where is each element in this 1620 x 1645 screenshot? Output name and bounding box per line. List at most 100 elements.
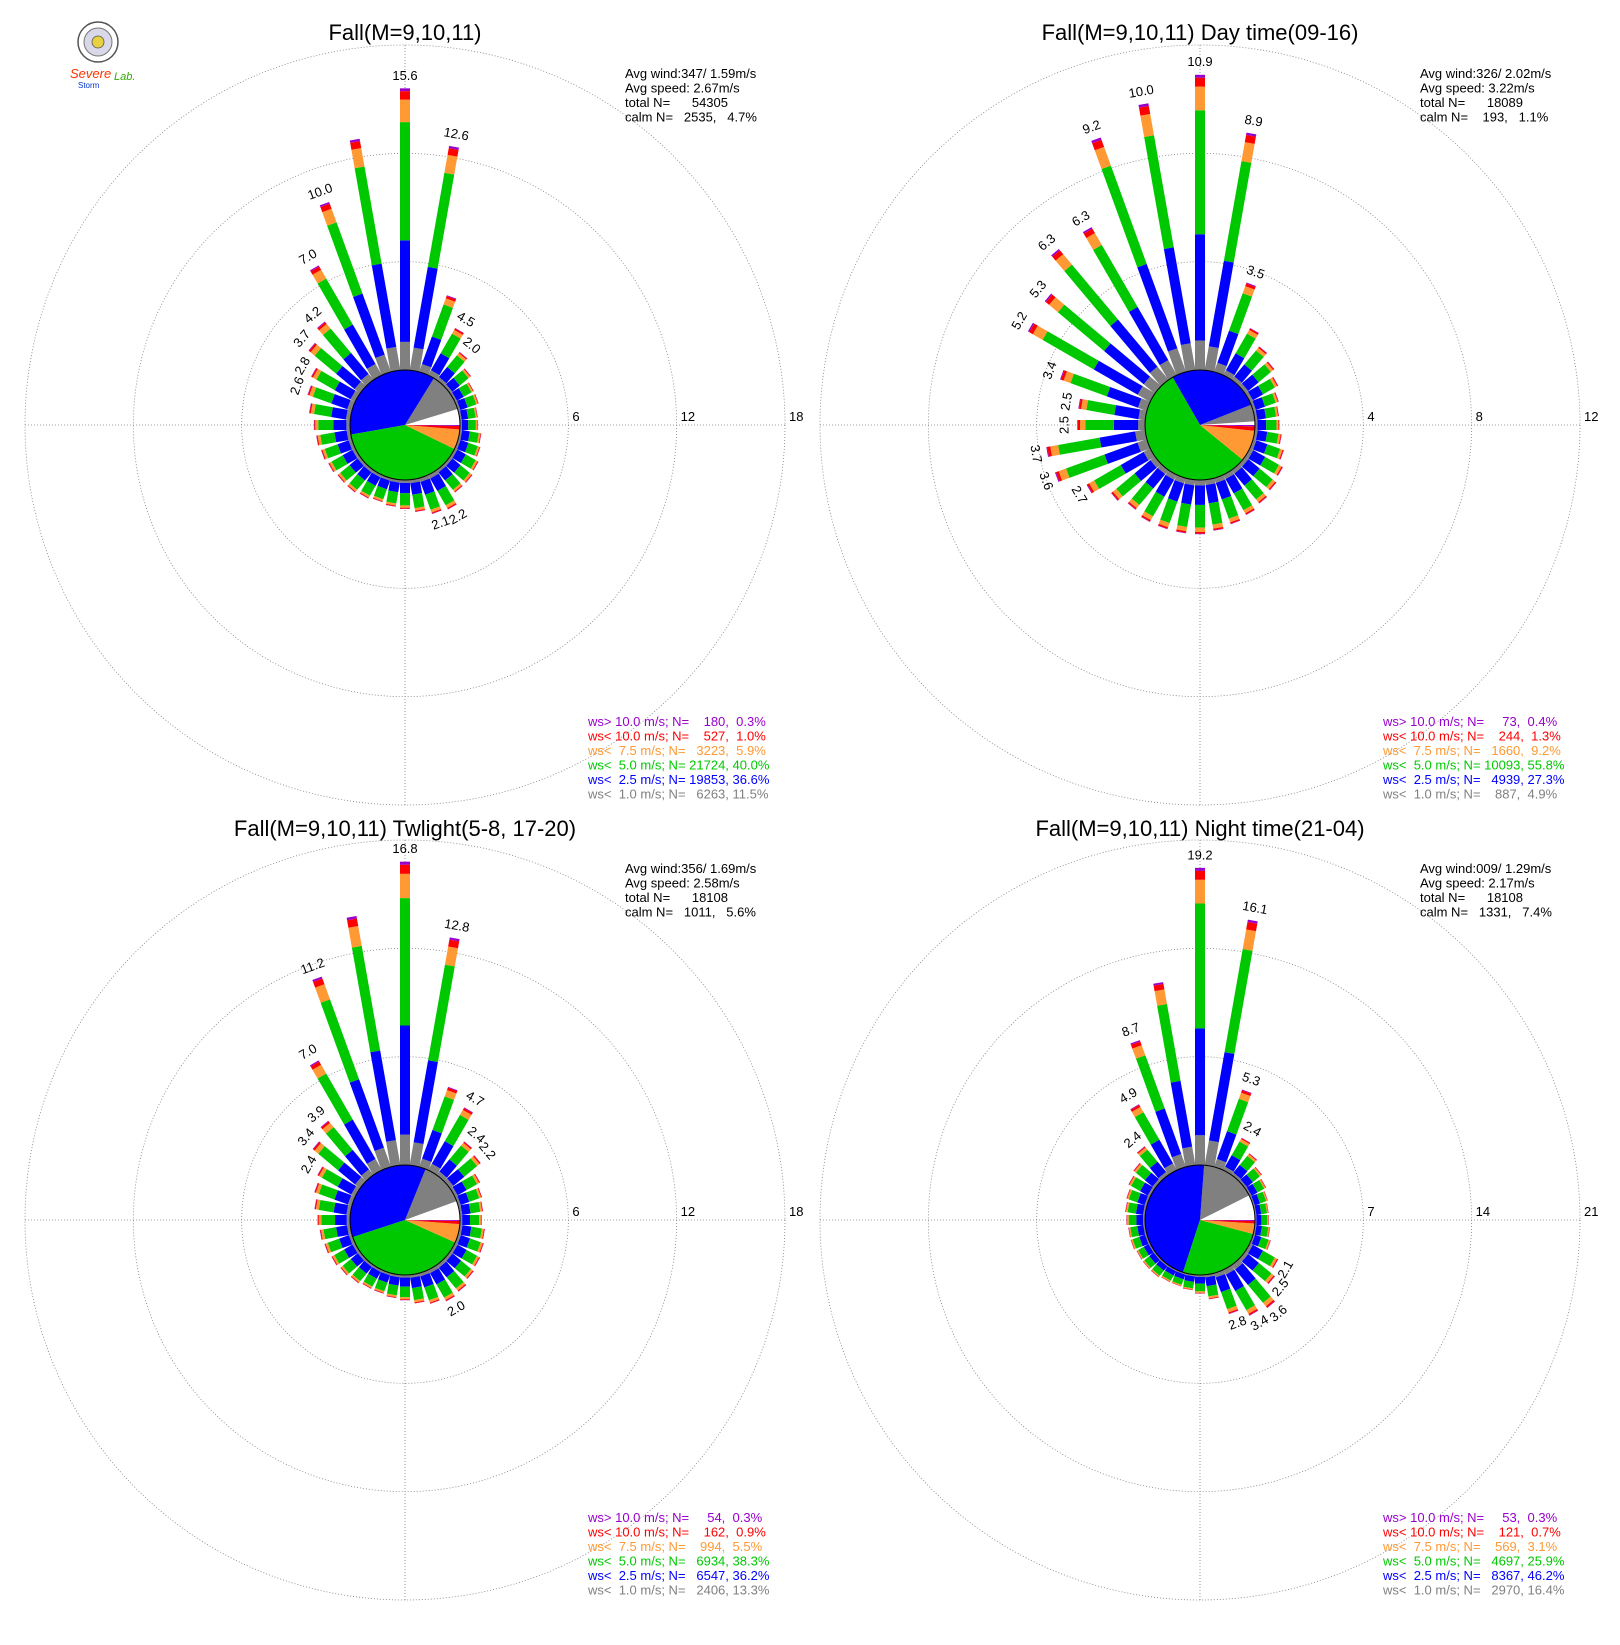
wind-bar-segment: [319, 1200, 336, 1212]
wind-bar-segment: [1157, 1004, 1180, 1083]
wind-bar-segment: [470, 1215, 479, 1225]
legend-entry: ws< 7.5 m/s; N= 3223, 5.9%: [587, 743, 766, 758]
ring-label: 12: [681, 409, 695, 424]
wind-bar-segment: [468, 420, 476, 430]
wind-bar-segment: [1127, 1215, 1128, 1225]
wind-bar-segment: [1195, 1291, 1205, 1292]
wind-bar-segment: [400, 342, 410, 370]
wind-bar-segment: [400, 898, 410, 1025]
wind-bar-segment: [1195, 868, 1205, 871]
direction-total-label: 16.1: [1241, 898, 1269, 917]
wind-bar-segment: [1195, 904, 1205, 1029]
legend-entry: ws< 10.0 m/s; N= 527, 1.0%: [587, 729, 766, 744]
wind-bar-segment: [1195, 532, 1205, 534]
wind-bar-segment: [1207, 1285, 1219, 1297]
wind-bar-segment: [1221, 1289, 1237, 1310]
stats-line: Avg speed: 2.67m/s: [625, 81, 740, 96]
legend-entry: ws< 1.0 m/s; N= 2970, 16.4%: [1382, 1583, 1565, 1598]
wind-bar-segment: [334, 430, 348, 442]
wind-bar-segment: [1136, 1215, 1143, 1225]
wind-bar-segment: [445, 1115, 469, 1146]
wind-bar-segment: [1256, 430, 1267, 442]
wind-bar-segment: [444, 155, 457, 175]
legend-entry: ws< 5.0 m/s; N= 4697, 25.9%: [1382, 1554, 1565, 1569]
wind-bar-segment: [1241, 142, 1254, 163]
direction-total-label: 2.0: [444, 1297, 467, 1319]
stats-line: total N= 54305: [625, 95, 728, 110]
wind-bar-segment: [1195, 1277, 1205, 1284]
wind-bar-segment: [318, 420, 333, 430]
direction-total-label: 3.7: [290, 327, 313, 350]
legend-entry: ws> 10.0 m/s; N= 54, 0.3%: [587, 1510, 763, 1525]
stats-line: total N= 18108: [1420, 890, 1523, 905]
direction-total-label: 5.3: [1240, 1069, 1262, 1089]
wind-bar-segment: [1136, 1055, 1165, 1112]
legend-entry: ws< 2.5 m/s; N= 4939, 27.3%: [1382, 772, 1565, 787]
wind-bar-segment: [400, 1299, 410, 1300]
direction-total-label: 3.7: [1027, 444, 1045, 464]
direction-total-label: 3.4: [1039, 359, 1059, 381]
wind-bar-segment: [400, 1135, 410, 1165]
direction-total-label: 3.4: [294, 1125, 317, 1148]
direction-total-label: 3.9: [304, 1102, 327, 1125]
wind-bar-segment: [355, 167, 382, 266]
chart-title: Fall(M=9,10,11): [328, 20, 481, 45]
stats-line: Avg wind:356/ 1.69m/s: [625, 861, 757, 876]
wind-bar-segment: [469, 1202, 480, 1214]
wind-bar-segment: [468, 431, 479, 442]
wind-bar-segment: [1266, 420, 1276, 430]
wind-bar-segment: [1229, 293, 1252, 334]
legend-entry: ws> 10.0 m/s; N= 53, 0.3%: [1382, 1510, 1558, 1525]
chart-title: Fall(M=9,10,11) Twlight(5-8, 17-20): [234, 816, 576, 841]
wind-bar-segment: [1224, 161, 1251, 262]
wind-bar-segment: [1206, 483, 1219, 503]
wind-bar-segment: [1085, 420, 1113, 430]
wind-bar-segment: [425, 491, 440, 509]
wind-bar-segment: [1195, 528, 1205, 532]
direction-total-label: 6.3: [1035, 231, 1058, 254]
ring-label: 21: [1584, 1204, 1598, 1219]
direction-total-label: 4.9: [1116, 1084, 1139, 1106]
wind-bar-segment: [336, 1225, 349, 1237]
stats-line: calm N= 1011, 5.6%: [625, 905, 756, 920]
direction-total-label: 5.3: [1026, 277, 1049, 300]
ring-label: 12: [1584, 409, 1598, 424]
wind-bar-segment: [1205, 1276, 1216, 1287]
wind-bar-segment: [1195, 110, 1205, 234]
legend-entry: ws< 1.0 m/s; N= 6263, 11.5%: [587, 787, 769, 802]
wind-bar-segment: [1144, 135, 1174, 249]
wind-bar-segment: [1101, 166, 1146, 268]
legend-entry: ws< 1.0 m/s; N= 2406, 13.3%: [587, 1583, 770, 1598]
logo-text-lab: Lab.: [114, 71, 135, 83]
ring-label: 8: [1476, 409, 1483, 424]
wind-bar-segment: [315, 420, 318, 430]
stats-line: Avg speed: 2.17m/s: [1420, 876, 1535, 891]
wind-bar-segment: [1195, 534, 1205, 535]
direction-total-label: 11.2: [299, 955, 327, 977]
wind-bar-segment: [461, 1204, 471, 1215]
wind-bar-segment: [1209, 502, 1223, 525]
wind-bar-segment: [479, 1215, 481, 1225]
wind-bar-segment: [1267, 1215, 1268, 1225]
wind-bar-segment: [1140, 114, 1154, 137]
wind-bar-segment: [462, 420, 469, 430]
wind-bar-segment: [1195, 87, 1205, 111]
wind-bar-segment: [1077, 420, 1078, 430]
wind-bar-segment: [1257, 420, 1266, 430]
wind-bar-segment: [1177, 503, 1191, 527]
legend-entry: ws< 2.5 m/s; N= 6547, 36.2%: [587, 1568, 770, 1583]
wind-bar-segment: [400, 1278, 410, 1287]
stats-line: Avg wind:326/ 2.02m/s: [1420, 66, 1552, 81]
legend-entry: ws< 2.5 m/s; N= 8367, 46.2%: [1382, 1568, 1565, 1583]
wind-bar-segment: [1195, 485, 1205, 505]
wind-bar-segment: [1080, 420, 1085, 430]
wind-bar-segment: [1139, 106, 1150, 116]
wind-bar-segment: [1160, 498, 1177, 523]
wind-bar-segment: [334, 1203, 349, 1215]
direction-total-label: 2.7: [1069, 483, 1091, 506]
stats-line: Avg speed: 2.58m/s: [625, 876, 740, 891]
